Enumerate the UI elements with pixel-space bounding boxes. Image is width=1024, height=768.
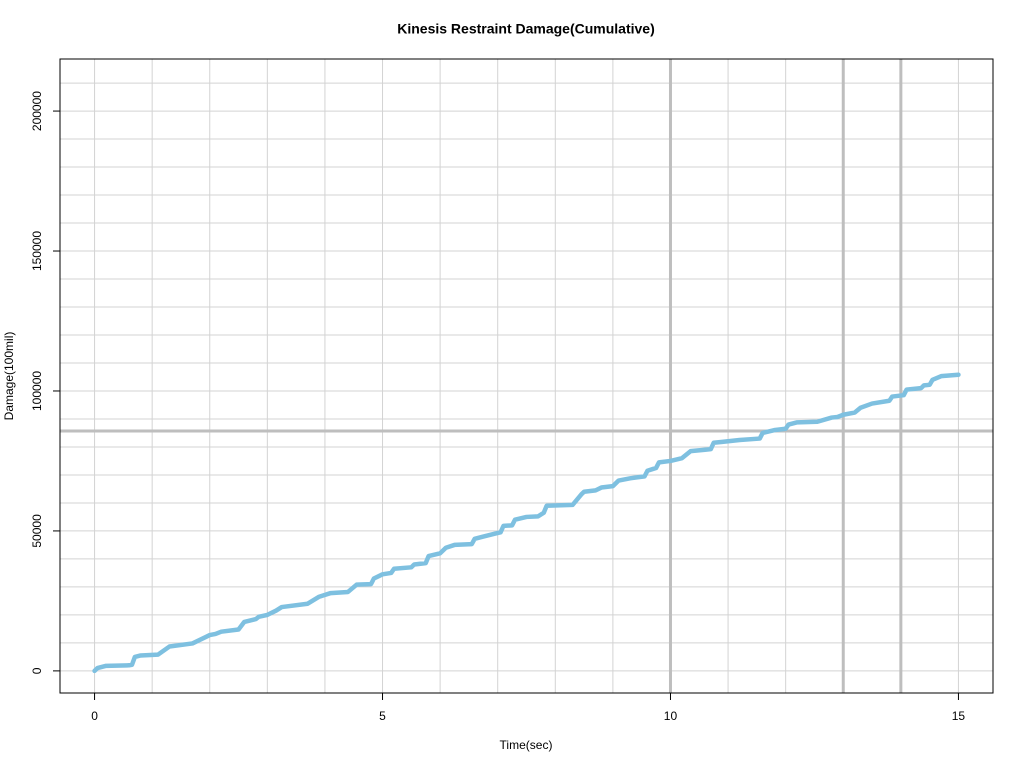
x-tick-label: 10: [664, 709, 678, 723]
chart-title: Kinesis Restraint Damage(Cumulative): [397, 21, 655, 37]
x-axis-label: Time(sec): [500, 738, 553, 752]
y-axis-label: Damage(100mil): [2, 332, 16, 421]
x-tick-label: 0: [91, 709, 98, 723]
y-tick-label: 150000: [30, 231, 44, 271]
plot-frame: [59, 58, 994, 694]
x-tick-label: 15: [952, 709, 966, 723]
y-tick-label: 0: [30, 667, 44, 674]
data-line: [92, 372, 961, 674]
y-tick-label: 100000: [30, 371, 44, 411]
y-tick-label: 50000: [30, 514, 44, 548]
x-tick-label: 5: [379, 709, 386, 723]
y-tick-label: 200000: [30, 91, 44, 131]
